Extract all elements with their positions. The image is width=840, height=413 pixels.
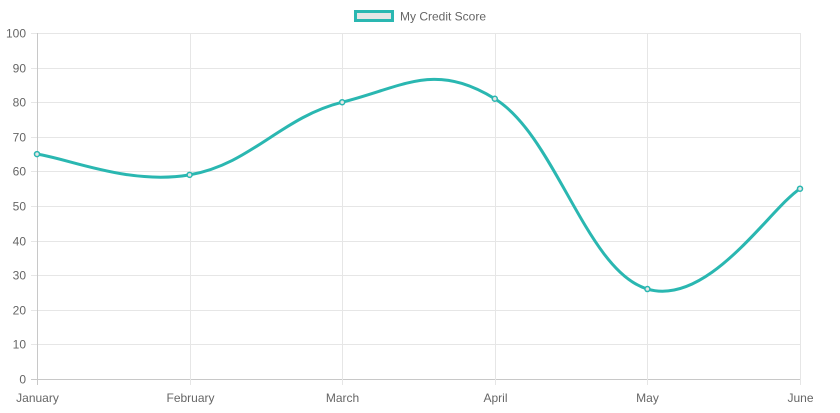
legend[interactable]: My Credit Score: [353, 10, 486, 24]
y-tick-label: 30: [13, 269, 27, 283]
y-tick-label: 40: [13, 235, 27, 249]
legend-label-my-credit-score[interactable]: My Credit Score: [400, 10, 486, 24]
data-point-january[interactable]: [33, 150, 41, 158]
y-tick-label: 90: [13, 62, 27, 76]
x-tick-label: June: [787, 391, 813, 405]
y-tick-label: 0: [19, 373, 26, 387]
y-tick-label: 10: [13, 338, 27, 352]
series-line-my-credit-score: [36, 77, 801, 293]
legend-swatch-my-credit-score[interactable]: [353, 10, 394, 22]
grid-lines: [31, 33, 801, 385]
data-points: [33, 95, 804, 293]
y-axis-tick-labels: 0 10 20 30 40 50 60 70 80 90 100: [6, 27, 26, 387]
x-tick-label: March: [326, 391, 359, 405]
x-tick-label: April: [483, 391, 507, 405]
y-tick-label: 50: [13, 200, 27, 214]
y-tick-label: 80: [13, 96, 27, 110]
x-axis-tick-labels: January February March April May June: [16, 391, 814, 405]
y-tick-label: 70: [13, 131, 27, 145]
data-point-february[interactable]: [186, 171, 193, 179]
data-point-march[interactable]: [338, 98, 346, 106]
data-point-june[interactable]: [796, 185, 804, 192]
data-point-may[interactable]: [644, 285, 651, 293]
y-tick-label: 100: [6, 27, 26, 41]
data-point-april[interactable]: [491, 95, 499, 102]
x-tick-label: February: [166, 391, 214, 405]
x-tick-label: May: [636, 391, 659, 405]
y-tick-label: 60: [13, 165, 27, 179]
y-tick-label: 20: [13, 304, 27, 318]
x-tick-label: January: [16, 391, 59, 405]
